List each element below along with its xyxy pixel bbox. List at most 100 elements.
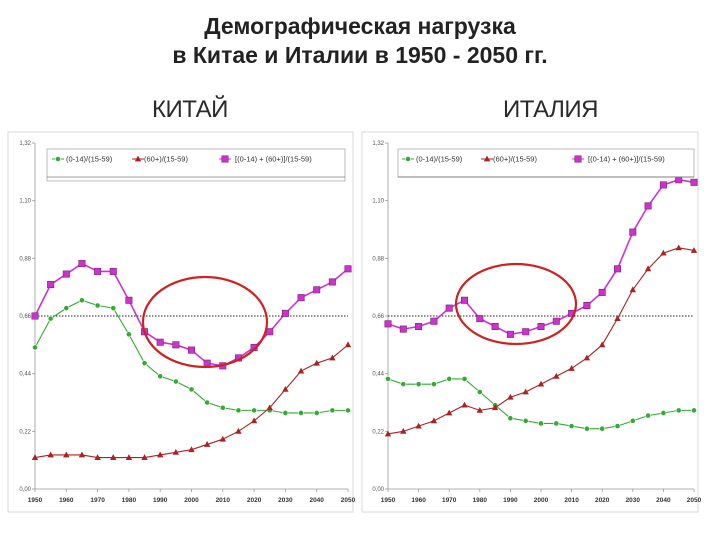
italy-series-1-point bbox=[660, 249, 667, 256]
italy-series-1-point bbox=[507, 393, 514, 400]
china-series-1-point bbox=[344, 341, 352, 348]
italy-series-1-point bbox=[568, 365, 575, 371]
italy-series-0-point bbox=[599, 425, 606, 432]
italy-series-0-point bbox=[614, 423, 621, 429]
title-line-1: Демографическая нагрузка bbox=[204, 13, 516, 39]
italy-y-tick-label: 0,88 bbox=[372, 256, 384, 262]
china-series-2-point bbox=[281, 309, 289, 317]
china-x-tick-label: 2040 bbox=[309, 497, 324, 504]
china-series-1-point bbox=[203, 441, 211, 447]
china-x-tick-label: 1980 bbox=[122, 497, 137, 504]
china-series-0-point bbox=[110, 305, 117, 312]
italy-series-0-point bbox=[415, 381, 422, 388]
italy-series-0-point bbox=[538, 420, 544, 427]
china-series-0-point bbox=[141, 360, 148, 367]
italy-series-1-point bbox=[430, 417, 438, 424]
italy-series-2-point bbox=[552, 317, 560, 325]
china-y-tick-label: 0,44 bbox=[19, 372, 31, 378]
china-y-tick-label: 0,00 bbox=[19, 487, 31, 493]
china-series-1-point bbox=[172, 448, 180, 455]
italy-series-2-point bbox=[583, 302, 591, 310]
italy-series-1-point bbox=[599, 341, 606, 348]
china-legend-marker bbox=[55, 156, 61, 162]
china-series-2-point bbox=[47, 281, 55, 289]
china-series-0-point bbox=[32, 344, 38, 351]
italy-x-tick-label: 1960 bbox=[411, 497, 426, 504]
china-legend-label: (60+)/(15-59) bbox=[144, 155, 188, 164]
china-x-tick-label: 1960 bbox=[59, 497, 74, 504]
china-series-1-point bbox=[31, 454, 39, 460]
italy-series-1-point bbox=[415, 422, 422, 429]
italy-series-1-point bbox=[629, 286, 636, 293]
italy-legend-marker bbox=[405, 156, 411, 162]
italy-series-1-point bbox=[476, 406, 483, 413]
china-legend-label: (0-14)/(15-59) bbox=[66, 155, 113, 164]
italy-legend-marker bbox=[574, 155, 582, 163]
italy-y-tick-label: 0,00 bbox=[372, 487, 384, 493]
italy-series-2-point bbox=[613, 265, 621, 273]
china-series-0-point bbox=[345, 407, 351, 414]
italy-series-1-point bbox=[446, 409, 453, 416]
china-series-0-point bbox=[172, 378, 179, 385]
italy-y-tick-label: 0,22 bbox=[372, 429, 384, 435]
italy-series-2-point bbox=[522, 328, 530, 336]
china-series-0-point bbox=[313, 410, 320, 416]
italy-series-0-point bbox=[645, 412, 651, 419]
italy-x-tick-label: 2040 bbox=[656, 497, 671, 504]
china-legend-marker bbox=[134, 155, 142, 162]
china-series-0-point bbox=[94, 302, 101, 309]
italy-legend-marker bbox=[483, 155, 491, 162]
china-series-0-point bbox=[79, 297, 85, 304]
china-series-1-line bbox=[34, 344, 349, 459]
chart-title-china: КИТАЙ bbox=[152, 96, 228, 123]
italy-series-0-point bbox=[629, 417, 636, 424]
china-series-2-point bbox=[344, 265, 352, 273]
china-series-1-point bbox=[219, 435, 226, 442]
china-series-1-point bbox=[297, 367, 305, 374]
italy-series-1-point bbox=[537, 380, 545, 387]
italy-legend-label: [(0-14) + (60+)]/(15-59) bbox=[588, 155, 665, 164]
italy-series-0-point bbox=[584, 425, 590, 432]
italy-series-0-point bbox=[568, 423, 575, 429]
italy-series-2-point bbox=[460, 296, 468, 304]
italy-series-0-point bbox=[430, 381, 437, 388]
china-series-0-point bbox=[251, 407, 257, 414]
china-series-2-point bbox=[156, 338, 164, 346]
italy-series-0-point bbox=[476, 389, 483, 395]
china-series-1-point bbox=[94, 454, 101, 460]
italy-x-tick-label: 2010 bbox=[564, 497, 579, 504]
page-title: Демографическая нагрузка в Китае и Итали… bbox=[0, 12, 720, 70]
china-series-2-point bbox=[62, 270, 70, 278]
italy-series-0-point bbox=[522, 417, 529, 424]
china-series-1-point bbox=[282, 385, 289, 392]
china-series-1-point bbox=[110, 454, 117, 460]
china-series-2-point bbox=[328, 278, 336, 286]
italy-series-2-point bbox=[506, 330, 514, 338]
china-series-2-point bbox=[188, 346, 196, 354]
italy-x-tick-label: 2030 bbox=[626, 497, 641, 504]
china-series-0-point bbox=[219, 404, 226, 411]
china-x-tick-label: 1950 bbox=[28, 497, 43, 504]
china-series-1-point bbox=[250, 417, 258, 424]
italy-x-tick-label: 2020 bbox=[595, 497, 610, 504]
italy-y-tick-label: 1,10 bbox=[372, 199, 384, 205]
china-series-1-point bbox=[125, 454, 133, 460]
italy-series-1-point bbox=[675, 244, 682, 251]
china-series-1-point bbox=[47, 451, 54, 458]
chart-title-italy: ИТАЛИЯ bbox=[503, 96, 598, 123]
china-x-tick-label: 1990 bbox=[153, 497, 168, 504]
china-plot-frame bbox=[7, 131, 354, 513]
china-series-2-point bbox=[31, 312, 39, 320]
italy-series-2-point bbox=[675, 176, 683, 184]
china-series-1-point bbox=[78, 451, 86, 458]
china-series-1-point bbox=[266, 404, 273, 411]
italy-series-2-point bbox=[644, 202, 652, 210]
china-series-2-point bbox=[313, 286, 321, 294]
title-line-2: в Китае и Италии в 1950 - 2050 гг. bbox=[172, 42, 548, 68]
china-y-tick-label: 1,32 bbox=[19, 141, 31, 147]
china-x-tick-label: 2050 bbox=[341, 497, 356, 504]
china-series-0-point bbox=[188, 386, 195, 393]
china-x-tick-label: 2030 bbox=[278, 497, 293, 504]
italy-series-0-point bbox=[675, 407, 682, 414]
